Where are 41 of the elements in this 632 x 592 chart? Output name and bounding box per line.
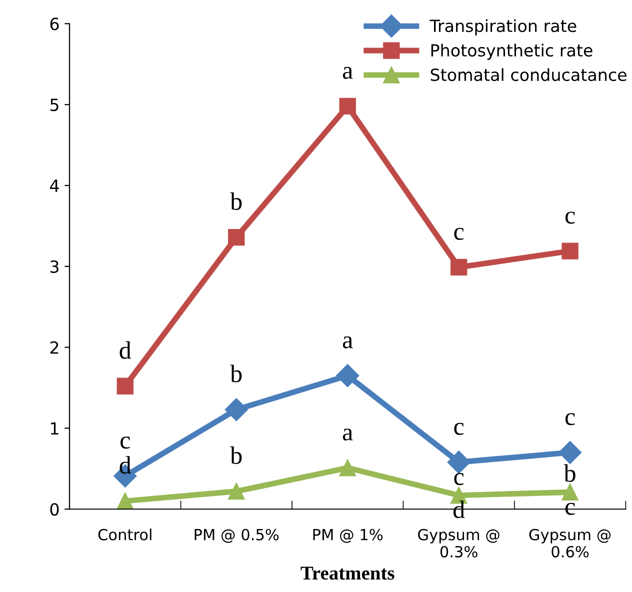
data-label: a xyxy=(342,66,353,79)
x-axis-title: Treatments xyxy=(300,566,394,580)
point xyxy=(116,378,134,394)
data-label: c xyxy=(454,228,464,240)
x-tick-label: Gypsum @ 0.6% xyxy=(529,528,611,558)
legend-label: Transpiration rate xyxy=(430,19,576,36)
point xyxy=(116,492,134,510)
data-label: c xyxy=(565,413,575,426)
data-label: b xyxy=(230,192,242,210)
y-tick-label: 0 xyxy=(50,503,59,516)
x-tick-label: PM @ 0.5% xyxy=(194,528,279,543)
point xyxy=(339,98,356,115)
data-label: b xyxy=(230,446,242,464)
data-label: a xyxy=(342,428,353,441)
point xyxy=(450,258,468,276)
y-tick-label: 3 xyxy=(50,260,58,273)
point xyxy=(339,460,356,476)
y-tick-label: 4 xyxy=(50,180,59,192)
point xyxy=(558,440,582,464)
point xyxy=(228,228,245,246)
data-label: c xyxy=(565,212,575,224)
y-tick-label: 1 xyxy=(51,422,58,435)
point xyxy=(224,398,248,422)
point xyxy=(562,242,578,260)
y-tick-label: 5 xyxy=(50,98,58,112)
legend-label: Photosynthetic rate xyxy=(431,44,592,60)
point xyxy=(228,482,245,500)
data-label: d xyxy=(120,341,132,359)
legend-label: Stomatal conducatance xyxy=(430,68,626,82)
x-tick-label: Gypsum @ 0.3% xyxy=(418,528,500,558)
y-tick-label: 2 xyxy=(50,341,58,354)
point xyxy=(562,484,578,500)
data-label: c xyxy=(120,436,130,449)
data-label: a xyxy=(342,336,353,348)
point xyxy=(336,364,360,388)
x-tick-label: Control xyxy=(98,528,152,540)
data-label: b xyxy=(230,364,242,382)
data-label: c xyxy=(454,422,464,435)
point xyxy=(447,450,470,474)
x-tick-label: PM @ 1% xyxy=(313,528,383,543)
y-tick-label: 6 xyxy=(50,18,59,30)
